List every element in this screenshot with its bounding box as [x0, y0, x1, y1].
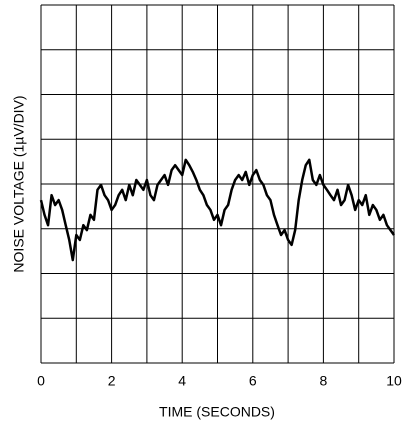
x-tick-label: 0	[37, 373, 45, 389]
x-tick-label: 10	[386, 373, 402, 389]
x-axis-title: TIME (SECONDS)	[159, 404, 275, 420]
x-tick-label: 8	[320, 373, 328, 389]
y-axis-title: NOISE VOLTAGE (1µV/DIV)	[11, 95, 27, 272]
noise-line	[39, 158, 396, 262]
x-tick-label: 4	[178, 373, 186, 389]
x-tick-label: 2	[108, 373, 116, 389]
x-tick-label: 6	[249, 373, 257, 389]
